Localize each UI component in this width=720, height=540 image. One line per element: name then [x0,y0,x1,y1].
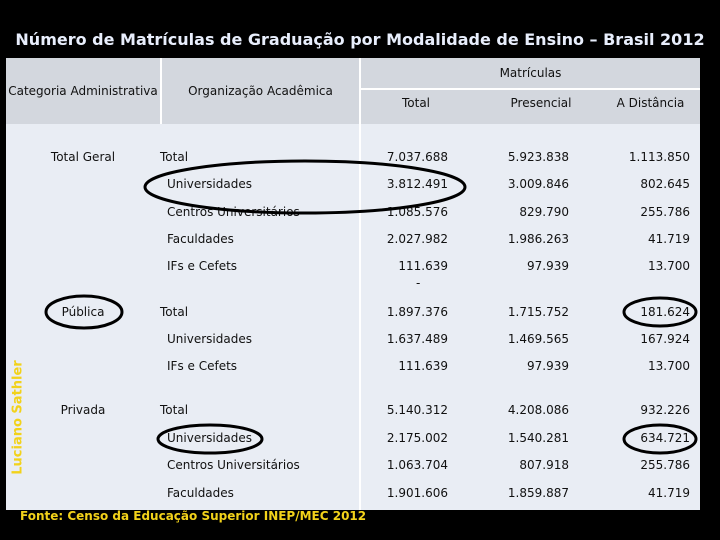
source: Fonte: Censo da Educação Superior INEP/M… [20,509,367,523]
divider [160,58,162,124]
cell: Privada [60,403,106,417]
cell: 1.715.752 [507,305,569,319]
cell: 181.624 [640,305,690,319]
cell: 255.786 [640,458,690,472]
cell: Total [160,150,189,164]
cell: 1.901.606 [386,486,448,500]
divider [361,88,700,90]
cell: 4.208.086 [507,403,569,417]
cell: 829.790 [519,205,569,219]
cell: Faculdades [167,486,234,500]
cell: 255.786 [640,205,690,219]
header-cell: Total [401,96,431,110]
cell: 111.639 [398,259,448,273]
cell: 1.113.850 [628,150,690,164]
cell: 13.700 [648,259,690,273]
cell: 5.140.312 [386,403,448,417]
cell: Pública [61,305,105,319]
cell: 13.700 [648,359,690,373]
cell: 802.645 [640,177,690,191]
cell: 1.637.489 [386,332,448,346]
cell: 1.540.281 [507,431,569,445]
divider [359,58,361,510]
stray-mark: - [416,276,421,290]
cell: Universidades [167,177,252,191]
cell: 97.939 [527,259,569,273]
cell: Total [160,305,189,319]
cell: Total [160,403,189,417]
cell: 1.897.376 [386,305,448,319]
cell: 1.085.576 [386,205,448,219]
cell: 3.009.846 [507,177,569,191]
cell: 807.918 [519,458,569,472]
header-cell: Categoria Administrativa [8,84,158,98]
cell: 97.939 [527,359,569,373]
cell: 634.721 [640,431,690,445]
cell: 41.719 [648,232,690,246]
cell: 2.175.002 [386,431,448,445]
title: Número de Matrículas de Graduação por Mo… [15,30,705,49]
cell: 7.037.688 [386,150,448,164]
cell: IFs e Cefets [167,359,238,373]
header-cell: Presencial [510,96,572,110]
cell: 1.986.263 [507,232,569,246]
cell: Centros Universitários [167,205,300,219]
cell: Total Geral [50,150,116,164]
cell: Centros Universitários [167,458,300,472]
cell: Faculdades [167,232,234,246]
cell: 932.226 [640,403,690,417]
cell: 167.924 [640,332,690,346]
cell: Universidades [167,431,252,445]
cell: 1.859.887 [507,486,569,500]
cell: Universidades [167,332,252,346]
header-cell: A Distância [616,96,685,110]
cell: 3.812.491 [386,177,448,191]
cell: 41.719 [648,486,690,500]
cell: 1.469.565 [507,332,569,346]
author: Luciano Sathler [10,360,26,475]
cell: 5.923.838 [507,150,569,164]
header-bg [6,58,700,124]
header-cell: Organização Acadêmica [188,84,333,98]
table: Categoria Administrativa Organização Acad… [6,58,700,510]
cell: 2.027.982 [386,232,448,246]
cell: 111.639 [398,359,448,373]
cell: 1.063.704 [386,458,448,472]
header-cell: Matrículas [499,66,562,80]
cell: IFs e Cefets [167,259,238,273]
